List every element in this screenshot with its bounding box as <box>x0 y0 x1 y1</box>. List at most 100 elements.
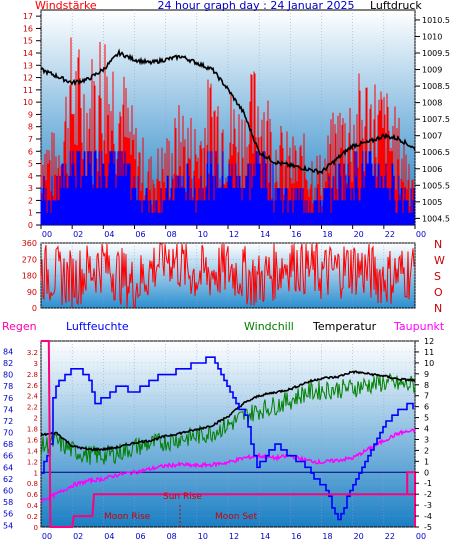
wind-speed-tick-label: 14 <box>23 49 33 58</box>
humidity-line <box>41 356 414 521</box>
wind-speed-tick-label: 5 <box>28 160 33 169</box>
wind-direction-line <box>40 242 416 308</box>
time-tick-label: 16 <box>291 230 301 239</box>
wind-direction-axis: 0 90 180 270 360 <box>22 239 37 313</box>
humidity-tick-label: 54 <box>3 521 13 530</box>
rain-tick-label: 0.8 <box>27 480 38 488</box>
rain-tick-label: 2.6 <box>27 382 39 390</box>
time-tick-label: 16 <box>291 532 301 541</box>
time-tick-label: 10 <box>198 532 208 541</box>
rain-tick-label: 2 <box>34 415 38 423</box>
compass-letter: O <box>434 286 443 299</box>
wind-pressure-time-axis: 00 02 04 06 08 10 12 14 16 18 20 22 00 <box>40 225 426 239</box>
rain-legend: Regen <box>2 320 37 333</box>
time-tick-label: 08 <box>167 532 177 541</box>
wind-speed-tick-label: 1 <box>28 209 33 218</box>
wind-speed-tick-label: 17 <box>23 12 33 21</box>
temperature-tick-label: -2 <box>424 490 432 499</box>
rain-tick-label: 0.6 <box>27 491 39 499</box>
humidity-legend: Luftfeuchte <box>66 320 129 333</box>
pressure-tick-label: 1006.5 <box>422 148 450 157</box>
compass-letter: W <box>434 254 445 267</box>
pressure-tick-label: 1007 <box>422 132 442 141</box>
wind-direction-tick-label: 270 <box>22 255 37 264</box>
rain-tick-label: 1.8 <box>27 426 38 434</box>
time-tick-label: 06 <box>135 230 145 239</box>
wind-speed-tick-label: 7 <box>28 135 33 144</box>
time-tick-label: 02 <box>73 230 83 239</box>
pressure-tick-label: 1005 <box>422 198 442 207</box>
wind-speed-tick-label: 13 <box>23 61 33 70</box>
wind-speed-tick-label: 11 <box>23 86 33 95</box>
pressure-tick-label: 1007.5 <box>422 115 450 124</box>
temperature-series-group <box>40 340 416 528</box>
humidity-tick-label: 56 <box>3 510 13 519</box>
humidity-tick-label: 70 <box>3 429 13 438</box>
wind-direction-series <box>40 242 416 308</box>
time-tick-label: 00 <box>42 532 52 541</box>
wind-speed-tick-label: 9 <box>28 110 33 119</box>
temperature-tick-label: 12 <box>424 337 434 346</box>
humidity-tick-label: 58 <box>3 498 13 507</box>
humidity-tick-label: 76 <box>3 394 13 403</box>
temperature-tick-label: -5 <box>424 523 432 532</box>
dewpoint-legend: Taupunkt <box>393 320 445 333</box>
humidity-tick-label: 68 <box>3 440 13 449</box>
time-tick-label: 18 <box>322 532 332 541</box>
rain-tick-label: 3 <box>34 360 38 368</box>
temperature-tick-label: 0 <box>424 468 429 477</box>
time-tick-label: 08 <box>167 230 177 239</box>
wind-speed-tick-label: 6 <box>28 147 33 156</box>
temperature-tick-label: 1 <box>424 457 429 466</box>
wind-speed-tick-label: 12 <box>23 74 33 83</box>
time-tick-label: 22 <box>385 532 395 541</box>
rain-tick-label: 0.2 <box>27 513 38 521</box>
pressure-tick-label: 1010 <box>422 32 442 41</box>
humidity-tick-label: 62 <box>3 475 13 484</box>
pressure-series <box>40 48 416 176</box>
time-tick-label: 20 <box>354 230 364 239</box>
humidity-tick-label: 84 <box>3 347 13 356</box>
temperature-tick-label: -1 <box>424 479 432 488</box>
compass-letter: N <box>434 302 442 315</box>
time-tick-label: 00 <box>416 230 426 239</box>
dewpoint-line <box>40 428 416 504</box>
wind-direction-tick-label: 90 <box>27 288 37 297</box>
wind-speed-legend: Windstärke <box>35 0 97 12</box>
pressure-tick-label: 1010.5 <box>422 16 450 25</box>
pressure-tick-label: 1008.5 <box>422 82 450 91</box>
time-tick-label: 18 <box>322 230 332 239</box>
rain-tick-label: 3.2 <box>27 349 38 357</box>
rain-tick-label: 2.8 <box>27 371 38 379</box>
humidity-tick-label: 78 <box>3 382 13 391</box>
humidity-tick-label: 66 <box>3 452 13 461</box>
humidity-tick-label: 80 <box>3 371 13 380</box>
humidity-tick-label: 60 <box>3 486 13 495</box>
compass-letter: S <box>434 270 441 283</box>
moon-rise-label: Moon Rise <box>104 512 151 522</box>
time-tick-label: 12 <box>229 532 239 541</box>
temperature-tick-label: 8 <box>424 381 429 390</box>
rain-end-marker <box>406 471 416 527</box>
wind-speed-tick-label: 3 <box>28 184 33 193</box>
pressure-axis: 1004.5 1005 1005.5 1006 1006.5 1007 1007.5 1008… <box>415 16 450 223</box>
rain-tick-label: 0 <box>34 524 38 532</box>
time-tick-label: 20 <box>354 532 364 541</box>
temperature-tick-label: 5 <box>424 414 429 423</box>
rain-tick-label: 1.2 <box>27 458 38 466</box>
rain-tick-label: 0.4 <box>27 502 39 510</box>
humidity-axis: 54 56 58 60 62 64 66 68 70 72 74 76 78 80 82 84 <box>3 347 13 530</box>
rain-tick-label: 1.6 <box>27 436 39 444</box>
wind-direction-tick-label: 360 <box>22 239 37 248</box>
rain-tick-label: 1.4 <box>27 447 39 455</box>
wind-speed-tick-label: 0 <box>28 221 33 230</box>
pressure-tick-label: 1006 <box>422 165 442 174</box>
pressure-tick-label: 1008 <box>422 99 442 108</box>
wind-speed-tick-label: 4 <box>28 172 33 181</box>
time-tick-label: 04 <box>104 532 114 541</box>
time-tick-label: 00 <box>416 532 426 541</box>
